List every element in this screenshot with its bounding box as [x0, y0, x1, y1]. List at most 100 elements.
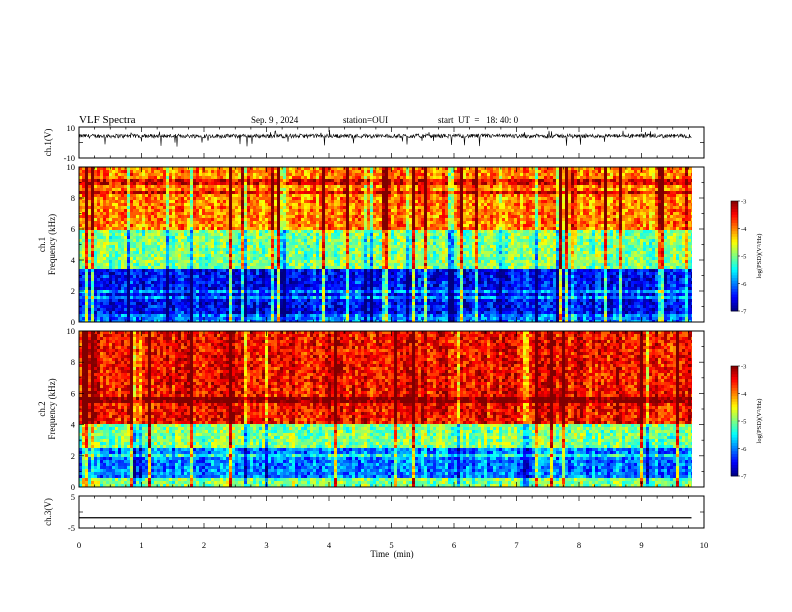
spectrogram-cell — [664, 215, 668, 219]
spectrogram-cell — [502, 206, 506, 210]
spectrogram-cell — [196, 179, 200, 183]
spectrogram-cell — [610, 206, 614, 210]
spectrogram-cell — [589, 230, 593, 234]
spectrogram-cell — [151, 206, 155, 210]
spectrogram-cell — [397, 227, 401, 231]
spectrogram-cell — [613, 221, 617, 225]
spectrogram-cell — [322, 197, 326, 201]
spectrogram-cell — [148, 188, 152, 192]
spectrogram-cell — [442, 167, 446, 171]
spectrogram-cell — [466, 188, 470, 192]
spectrogram-cell — [571, 173, 575, 177]
spectrogram-cell — [412, 215, 416, 219]
spectrogram-cell — [679, 185, 683, 189]
spectrogram-cell — [148, 227, 152, 231]
spectrogram-cell — [421, 179, 425, 183]
spectrogram-cell — [121, 227, 125, 231]
spectrogram-cell — [502, 209, 506, 213]
spectrogram-cell — [124, 179, 128, 183]
spectrogram-cell — [262, 188, 266, 192]
spectrogram-cell — [517, 176, 521, 180]
spectrogram-cell — [559, 227, 563, 231]
spectrogram-cell — [589, 194, 593, 198]
spectrogram-cell — [394, 188, 398, 192]
spectrogram-cell — [112, 221, 116, 225]
spectrogram-cell — [526, 215, 530, 219]
spectrogram-cell — [400, 179, 404, 183]
spectrogram-cell — [340, 167, 344, 171]
spectrogram-cell — [580, 209, 584, 213]
spectrogram-cell — [256, 218, 260, 222]
spectrogram-cell — [580, 221, 584, 225]
spectrogram-cell — [337, 209, 341, 213]
spectrogram-cell — [316, 233, 320, 237]
spectrogram-cell — [442, 182, 446, 186]
spectrogram-cell — [298, 188, 302, 192]
spectrogram-cell — [481, 209, 485, 213]
spectrogram-cell — [259, 167, 263, 171]
spectrogram-cell — [157, 203, 161, 207]
spectrogram-cell — [265, 188, 269, 192]
spectrogram-cell — [187, 173, 191, 177]
spectrogram-cell — [253, 233, 257, 237]
spectrogram-cell — [106, 230, 110, 234]
spectrogram-cell — [454, 224, 458, 228]
spectrogram-cell — [268, 215, 272, 219]
spectrogram-cell — [199, 167, 203, 171]
spectrogram-cell — [118, 206, 122, 210]
spectrogram-cell — [583, 215, 587, 219]
spectrogram-cell — [121, 212, 125, 216]
spectrogram-cell — [154, 173, 158, 177]
spectrogram-cell — [109, 167, 113, 171]
spectrogram-cell — [415, 224, 419, 228]
spectrogram-cell — [505, 182, 509, 186]
spectrogram-cell — [508, 203, 512, 207]
spectrogram-cell — [547, 191, 551, 195]
spectrogram-cell — [646, 221, 650, 225]
spectrogram-cell — [169, 194, 173, 198]
spectrogram-cell — [289, 227, 293, 231]
spectrogram-cell — [355, 200, 359, 204]
spectrogram-cell — [622, 230, 626, 234]
spectrogram-cell — [310, 203, 314, 207]
spectrogram-cell — [388, 197, 392, 201]
spectrogram-cell — [430, 212, 434, 216]
spectrogram-cell — [505, 185, 509, 189]
spectrogram-cell — [448, 188, 452, 192]
spectrogram-cell — [100, 194, 104, 198]
spectrogram-cell — [139, 218, 143, 222]
spectrogram-cell — [508, 170, 512, 174]
spectrogram-cell — [658, 230, 662, 234]
spectrogram-cell — [415, 206, 419, 210]
spectrogram-cell — [304, 215, 308, 219]
spectrogram-cell — [97, 173, 101, 177]
spectrogram-cell — [136, 194, 140, 198]
spectrogram-cell — [424, 218, 428, 222]
spectrogram-cell — [334, 185, 338, 189]
spectrogram-cell — [379, 212, 383, 216]
spectrogram-cell — [436, 188, 440, 192]
spectrogram-cell — [238, 212, 242, 216]
spectrogram-cell — [97, 182, 101, 186]
spectrogram-cell — [79, 233, 83, 237]
spectrogram-cell — [544, 212, 548, 216]
spectrogram-cell — [364, 203, 368, 207]
spectrogram-cell — [424, 236, 428, 240]
spectrogram-cell — [241, 218, 245, 222]
spectrogram-cell — [367, 227, 371, 231]
spectrogram-cell — [670, 212, 674, 216]
spectrogram-cell — [130, 167, 134, 171]
spectrogram-cell — [667, 173, 671, 177]
spectrogram-cell — [160, 221, 164, 225]
spectrogram-cell — [286, 215, 290, 219]
spectrogram-cell — [376, 167, 380, 171]
spectrogram-cell — [349, 209, 353, 213]
spectrogram-cell — [121, 203, 125, 207]
spectrogram-cell — [322, 233, 326, 237]
spectrogram-cell — [592, 200, 596, 204]
spectrogram-cell — [661, 200, 665, 204]
spectrogram-cell — [160, 185, 164, 189]
spectrogram-cell — [268, 236, 272, 240]
spectrogram-cell — [670, 182, 674, 186]
spectrogram-cell — [370, 191, 374, 195]
